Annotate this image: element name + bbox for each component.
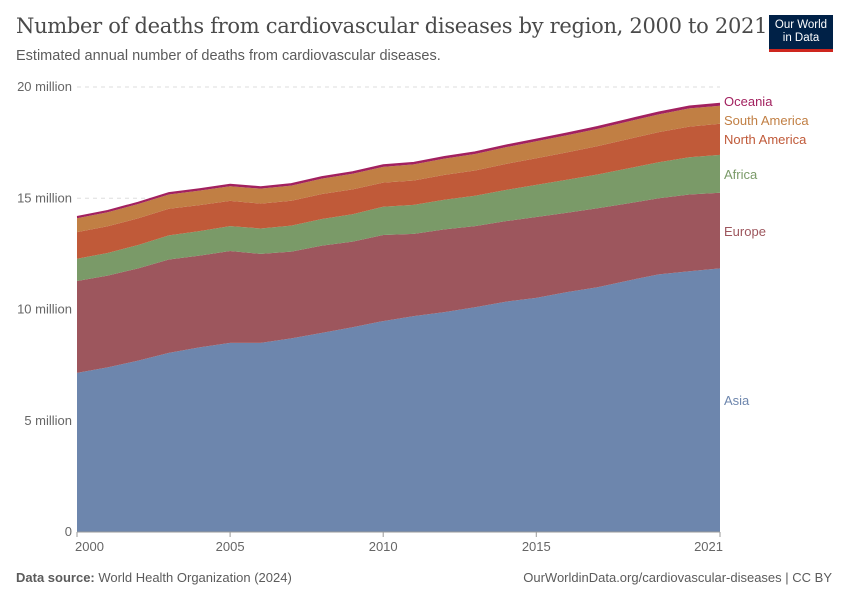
- legend-label-europe: Europe: [724, 224, 766, 239]
- x-tick-label: 2015: [522, 539, 551, 554]
- x-tick-label: 2010: [369, 539, 398, 554]
- oceania-line: [76, 102, 721, 218]
- data-source: Data source: World Health Organization (…: [16, 570, 292, 585]
- y-tick-label: 15 million: [17, 190, 72, 205]
- legend-label-africa: Africa: [724, 167, 758, 182]
- area-africa: [77, 154, 720, 282]
- area-south-america: [77, 105, 720, 233]
- y-tick-label: 10 million: [17, 302, 72, 317]
- source-text: World Health Organization (2024): [98, 570, 292, 585]
- area-oceania: [77, 103, 720, 219]
- source-url[interactable]: OurWorldinData.org/cardiovascular-diseas…: [523, 570, 832, 585]
- x-tick-label: 2000: [75, 539, 104, 554]
- x-tick-label: 2005: [216, 539, 245, 554]
- legend-label-south-america: South America: [724, 113, 809, 128]
- y-tick-label: 5 million: [24, 413, 72, 428]
- chart-subtitle: Estimated annual number of deaths from c…: [16, 48, 441, 64]
- y-tick-label: 20 million: [17, 79, 72, 94]
- x-tick-label: 2021: [694, 539, 723, 554]
- legend-label-oceania: Oceania: [724, 94, 773, 109]
- legend-label-north-america: North America: [724, 132, 807, 147]
- owid-logo[interactable]: Our World in Data: [769, 15, 833, 52]
- area-asia: [77, 268, 720, 532]
- legend-label-asia: Asia: [724, 393, 750, 408]
- area-europe: [77, 192, 720, 373]
- chart-title: Number of deaths from cardiovascular dis…: [16, 14, 768, 38]
- y-tick-label: 0: [65, 524, 72, 539]
- area-north-america: [77, 123, 720, 259]
- source-label: Data source:: [16, 570, 95, 585]
